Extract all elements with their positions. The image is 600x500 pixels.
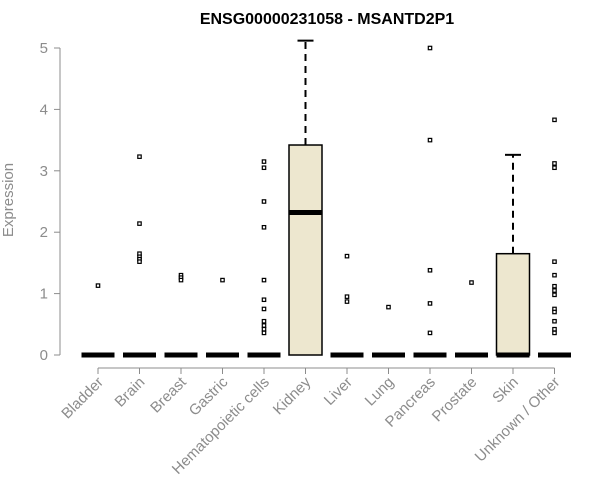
y-tick-label: 5 xyxy=(40,40,48,57)
box-3 xyxy=(206,277,239,358)
x-tick-label: Skin xyxy=(489,374,522,407)
box-0 xyxy=(81,283,115,358)
x-tick-label: Lung xyxy=(362,374,398,410)
outlier-point xyxy=(261,159,267,164)
outlier-point xyxy=(220,277,225,283)
outlier-point xyxy=(469,280,474,285)
outlier-point xyxy=(261,330,267,336)
outlier-point xyxy=(178,277,184,283)
y-axis: 0 1 2 3 4 5 xyxy=(40,40,61,364)
outlier-point xyxy=(552,292,557,298)
outlier-point xyxy=(552,326,557,332)
outlier-point xyxy=(552,283,557,289)
box-4 xyxy=(247,159,281,358)
box-11 xyxy=(538,117,571,358)
box-1 xyxy=(123,154,156,358)
outlier-point xyxy=(261,326,267,332)
outlier-point xyxy=(427,330,433,336)
outlier-point xyxy=(261,323,267,328)
outlier-point xyxy=(137,221,142,226)
y-tick-label: 0 xyxy=(40,347,48,364)
box-5 xyxy=(288,39,323,356)
y-tick-label: 3 xyxy=(40,163,48,180)
x-tick-label: Liver xyxy=(321,374,356,409)
outlier-point xyxy=(261,306,267,312)
outlier-point xyxy=(552,330,557,336)
chart-title: ENSG00000231058 - MSANTD2P1 xyxy=(200,11,454,28)
y-axis-label: Expression xyxy=(0,163,17,237)
box-body xyxy=(495,252,531,356)
box-body xyxy=(288,144,323,356)
outlier-point xyxy=(552,165,557,171)
outlier-point xyxy=(552,161,557,166)
outlier-point xyxy=(386,304,391,310)
outlier-point xyxy=(552,259,557,264)
x-tick-label: Breast xyxy=(147,373,190,416)
x-tick-label: Bladder xyxy=(58,374,107,423)
outlier-point xyxy=(427,45,433,51)
box-8 xyxy=(413,45,447,358)
outlier-point xyxy=(261,297,267,303)
box-9 xyxy=(455,280,488,358)
x-tick-label: Kidney xyxy=(270,373,315,418)
outlier-point xyxy=(427,301,433,306)
y-tick-label: 4 xyxy=(40,101,48,118)
outlier-point xyxy=(552,288,557,293)
x-tick-label: Prostate xyxy=(429,374,481,426)
outlier-point xyxy=(137,259,142,264)
outlier-point xyxy=(261,318,267,324)
outlier-point xyxy=(552,117,557,123)
outlier-point xyxy=(137,154,142,159)
outlier-point xyxy=(261,199,267,204)
outlier-point xyxy=(427,137,433,143)
x-tick-label: Brain xyxy=(112,374,149,411)
box-2 xyxy=(164,272,198,358)
box-7 xyxy=(372,304,405,358)
outlier-point xyxy=(344,253,350,259)
outlier-point xyxy=(552,272,557,278)
outlier-point xyxy=(261,277,267,283)
outlier-point xyxy=(427,267,433,273)
y-tick-label: 1 xyxy=(40,286,48,303)
outlier-point xyxy=(261,165,267,171)
outlier-point xyxy=(344,294,350,299)
box-10 xyxy=(495,153,531,358)
outlier-point xyxy=(552,318,557,324)
boxes xyxy=(81,39,571,358)
y-tick-label: 2 xyxy=(40,224,48,241)
outlier-point xyxy=(261,224,267,230)
outlier-point xyxy=(344,299,350,304)
box-6 xyxy=(330,253,364,358)
outlier-point xyxy=(552,309,557,315)
outlier-point xyxy=(95,283,101,288)
